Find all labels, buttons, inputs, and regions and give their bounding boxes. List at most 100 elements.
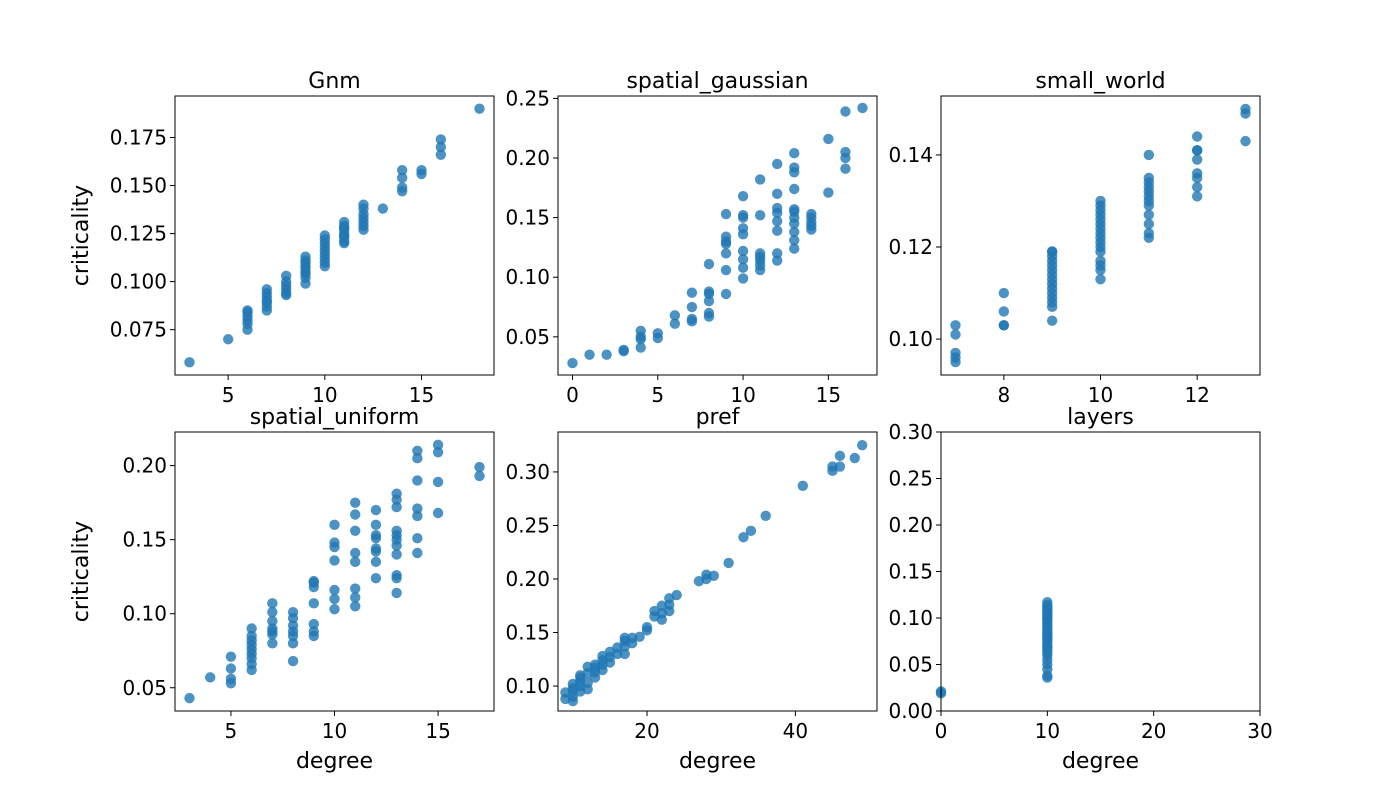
data-point	[287, 638, 299, 649]
data-point	[391, 488, 402, 499]
data-point	[669, 318, 681, 329]
y-tick-label: 0.25	[888, 467, 933, 491]
y-tick-label: 0.20	[888, 513, 933, 537]
data-point	[703, 286, 715, 297]
data-point	[350, 601, 361, 612]
data-point	[412, 532, 423, 544]
data-point	[652, 328, 663, 339]
data-point	[338, 216, 350, 228]
x-tick-label: 15	[425, 719, 450, 743]
data-point	[1095, 195, 1106, 207]
data-point	[370, 543, 382, 554]
y-tick-label: 0.30	[505, 460, 550, 484]
data-point	[737, 210, 749, 221]
data-point	[789, 183, 800, 195]
data-point	[737, 273, 749, 284]
data-point	[350, 547, 361, 559]
data-point	[225, 651, 237, 662]
data-point	[287, 620, 299, 631]
data-point	[1046, 315, 1058, 326]
data-point	[391, 587, 402, 599]
data-point	[849, 452, 860, 464]
y-tick-label: 0.15	[888, 560, 933, 584]
data-point	[308, 598, 319, 609]
subplot-title: small_world	[1035, 69, 1165, 94]
data-point	[329, 537, 340, 548]
data-point	[308, 626, 319, 637]
subplot-title: spatial_uniform	[250, 405, 420, 430]
data-point	[840, 146, 851, 158]
data-point	[435, 149, 447, 160]
data-point	[834, 450, 846, 462]
x-tick-label: 5	[222, 383, 235, 407]
data-point	[723, 557, 734, 569]
subplot-spatial-uniform: 5 10 15 0.05 0.10 0.15 0.20 spatial_uniformdegr…	[69, 405, 495, 774]
data-point	[720, 264, 732, 276]
data-point	[308, 575, 319, 587]
subplot-title: layers	[1067, 405, 1134, 430]
y-tick-label: 0.10	[122, 602, 167, 626]
y-tick-label: 0.150	[110, 174, 167, 198]
x-tick-label: 10	[1088, 383, 1113, 407]
data-point	[789, 243, 800, 254]
x-tick-label: 10	[312, 383, 337, 407]
axes-frame	[557, 95, 878, 376]
data-point	[412, 445, 423, 457]
data-point	[686, 313, 698, 325]
y-tick-label: 0.05	[888, 653, 933, 677]
data-point	[671, 589, 682, 601]
data-point	[391, 501, 402, 513]
data-point	[184, 692, 195, 704]
data-point	[474, 470, 485, 482]
x-tick-label: 0	[935, 719, 948, 743]
axes-frame	[557, 431, 878, 712]
scatter-points	[560, 439, 868, 707]
x-tick-label: 5	[225, 719, 238, 743]
data-point	[950, 320, 961, 331]
subplot-pref: 20 40 0.10 0.15 0.20 0.25 0.30 pref degree	[505, 405, 878, 774]
y-tick-label: 0.20	[505, 146, 550, 170]
scatter-points	[935, 596, 1053, 699]
data-point	[1191, 168, 1203, 179]
data-point	[772, 248, 783, 259]
subplot-small-world: 8 10 12 0.10 0.12 0.14 small_world	[888, 69, 1261, 407]
data-point	[267, 598, 278, 609]
data-point	[720, 208, 732, 220]
subplot-spatial-gaussian: 0 5 10 15 0.05 0.10 0.15 0.20 0.25 spatial_gaussi…	[505, 69, 878, 407]
y-tick-label: 0.125	[110, 222, 167, 246]
data-point	[703, 295, 715, 307]
data-point	[618, 344, 629, 356]
data-point	[1191, 154, 1203, 165]
data-point	[396, 172, 408, 184]
data-point	[754, 174, 766, 185]
data-point	[1240, 135, 1251, 147]
data-point	[350, 525, 361, 536]
data-point	[703, 258, 715, 270]
y-tick-label: 0.175	[110, 126, 167, 150]
y-tick-label: 0.20	[505, 567, 550, 591]
data-point	[329, 604, 340, 615]
data-point	[261, 284, 273, 295]
data-point	[358, 199, 369, 210]
x-tick-label: 20	[634, 719, 659, 743]
y-tick-label: 0.25	[505, 86, 550, 110]
data-point	[950, 347, 961, 359]
y-tick-label: 0.20	[122, 454, 167, 478]
data-point	[738, 532, 749, 543]
data-point	[797, 480, 809, 492]
x-tick-label: 0	[566, 383, 579, 407]
data-point	[760, 510, 771, 522]
x-axis-label: degree	[296, 749, 373, 774]
data-point	[474, 103, 485, 114]
data-point	[350, 497, 361, 508]
data-point	[567, 357, 578, 369]
data-point	[1143, 172, 1155, 184]
y-tick-label: 0.05	[505, 325, 550, 349]
data-point	[686, 301, 698, 313]
data-point	[225, 673, 237, 685]
data-point	[806, 208, 817, 220]
y-tick-label: 0.05	[122, 676, 167, 700]
scatter-points	[184, 439, 485, 704]
subplot-layers: 0 10 20 30 0.00 0.05 0.10 0.15 0.20 0.25 0.30 layer…	[888, 405, 1272, 774]
